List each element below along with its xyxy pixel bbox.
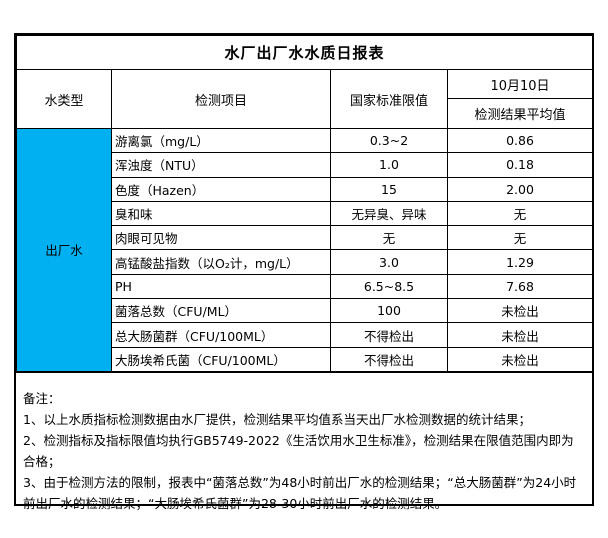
item-cell: 臭和味 <box>111 200 331 227</box>
col-header-water-type: 水类型 <box>16 69 112 129</box>
result-cell: 无 <box>446 225 594 251</box>
water-quality-table: 水厂出厂水水质日报表 水类型 检测项目 国家标准限值 10月10日 检测结果平均… <box>15 35 594 372</box>
item-cell: 浑浊度（NTU） <box>111 152 331 178</box>
table-row: 臭和味 无异臭、异味无 <box>17 200 594 227</box>
standard-cell: 不得检出 <box>330 346 448 372</box>
result-cell: 无 <box>446 200 594 227</box>
item-cell: 高锰酸盐指数（以O₂计，mg/L） <box>111 249 331 275</box>
table-row: 总大肠菌群（CFU/100ML） 不得检出 未检出 <box>17 322 594 348</box>
header-row: 水类型 检测项目 国家标准限值 10月10日 <box>16 69 594 129</box>
item-cell: 菌落总数（CFU/ML） <box>111 298 331 324</box>
result-cell: 0.86 <box>446 127 594 154</box>
item-cell: 色度（Hazen） <box>111 176 331 202</box>
result-cell: 2.00 <box>446 176 594 202</box>
item-cell: 肉眼可见物 <box>111 225 331 251</box>
item-cell: 总大肠菌群（CFU/100ML） <box>111 322 331 348</box>
result-cell: 0.18 <box>446 152 594 178</box>
col-header-result-avg: 检测结果平均值 <box>446 98 594 129</box>
notes-section: 备注： 1、以上水质指标检测数据由水厂提供，检测结果平均值系当天出厂水检测数据的… <box>16 371 592 511</box>
result-cell: 未检出 <box>446 298 594 324</box>
standard-cell: 不得检出 <box>330 322 448 348</box>
col-header-item: 检测项目 <box>111 69 331 129</box>
item-cell: 大肠埃希氏菌（CFU/100ML） <box>111 346 331 372</box>
item-cell: 游离氯（mg/L） <box>111 127 331 154</box>
result-cell: 未检出 <box>446 322 594 348</box>
standard-cell: 3.0 <box>330 249 448 275</box>
table-body: 出厂水 游离氯（mg/L） 0.3~2 0.86 浑浊度（NTU） 1.0 0.18 色度（H… <box>16 127 594 372</box>
note-line: 2、检测指标及指标限值均执行GB5749-2022《生活饮用水卫生标准》，检测结… <box>23 432 574 469</box>
table-row: 高锰酸盐指数（以O₂计，mg/L） 3.0 1.29 <box>17 249 594 275</box>
table-row: 出厂水 游离氯（mg/L） 0.3~2 0.86 <box>16 127 594 372</box>
report-container: 水厂出厂水水质日报表 水类型 检测项目 国家标准限值 10月10日 检测结果平均… <box>14 33 594 511</box>
title-row: 水厂出厂水水质日报表 <box>15 35 594 70</box>
notes-label: 备注： <box>23 390 61 406</box>
result-cell: 1.29 <box>446 249 594 275</box>
table-row: 色度（Hazen） 15 2.00 <box>17 176 594 202</box>
table-row: 大肠埃希氏菌（CFU/100ML） 不得检出 未检出 <box>17 346 594 372</box>
standard-cell: 无 <box>330 225 448 251</box>
table-row: 肉眼可见物无无 <box>17 225 594 251</box>
col-header-date: 10月10日 <box>446 69 594 99</box>
standard-cell: 6.5~8.5 <box>330 273 448 300</box>
standard-cell: 15 <box>330 176 448 202</box>
result-cell: 7.68 <box>446 273 594 300</box>
report-title: 水厂出厂水水质日报表 <box>15 35 594 70</box>
notes-lines: 1、以上水质指标检测数据由水厂提供，检测结果平均值系当天出厂水检测数据的统计结果… <box>23 409 585 514</box>
header-subrow: 检测结果平均值 <box>17 98 594 129</box>
col-header-standard: 国家标准限值 <box>330 69 448 129</box>
standard-cell: 无异臭、异味 <box>330 200 448 227</box>
standard-cell: 100 <box>330 298 448 324</box>
table-row: 浑浊度（NTU） 1.0 0.18 <box>17 152 594 178</box>
result-cell: 未检出 <box>446 346 594 372</box>
note-line: 1、以上水质指标检测数据由水厂提供，检测结果平均值系当天出厂水检测数据的统计结果… <box>23 411 531 427</box>
standard-cell: 1.0 <box>330 152 448 178</box>
item-cell: PH <box>111 273 331 300</box>
table-head: 水厂出厂水水质日报表 水类型 检测项目 国家标准限值 10月10日 检测结果平均… <box>15 35 594 129</box>
table-row: PH 6.5~8.5 7.68 <box>17 273 594 300</box>
standard-cell: 0.3~2 <box>330 127 448 154</box>
water-type-cell: 出厂水 <box>16 128 112 372</box>
note-line: 3、由于检测方法的限制，报表中“菌落总数”为48小时前出厂水的检测结果；“总大肠… <box>23 474 577 511</box>
table-row: 菌落总数（CFU/ML） 100 未检出 <box>17 298 594 324</box>
